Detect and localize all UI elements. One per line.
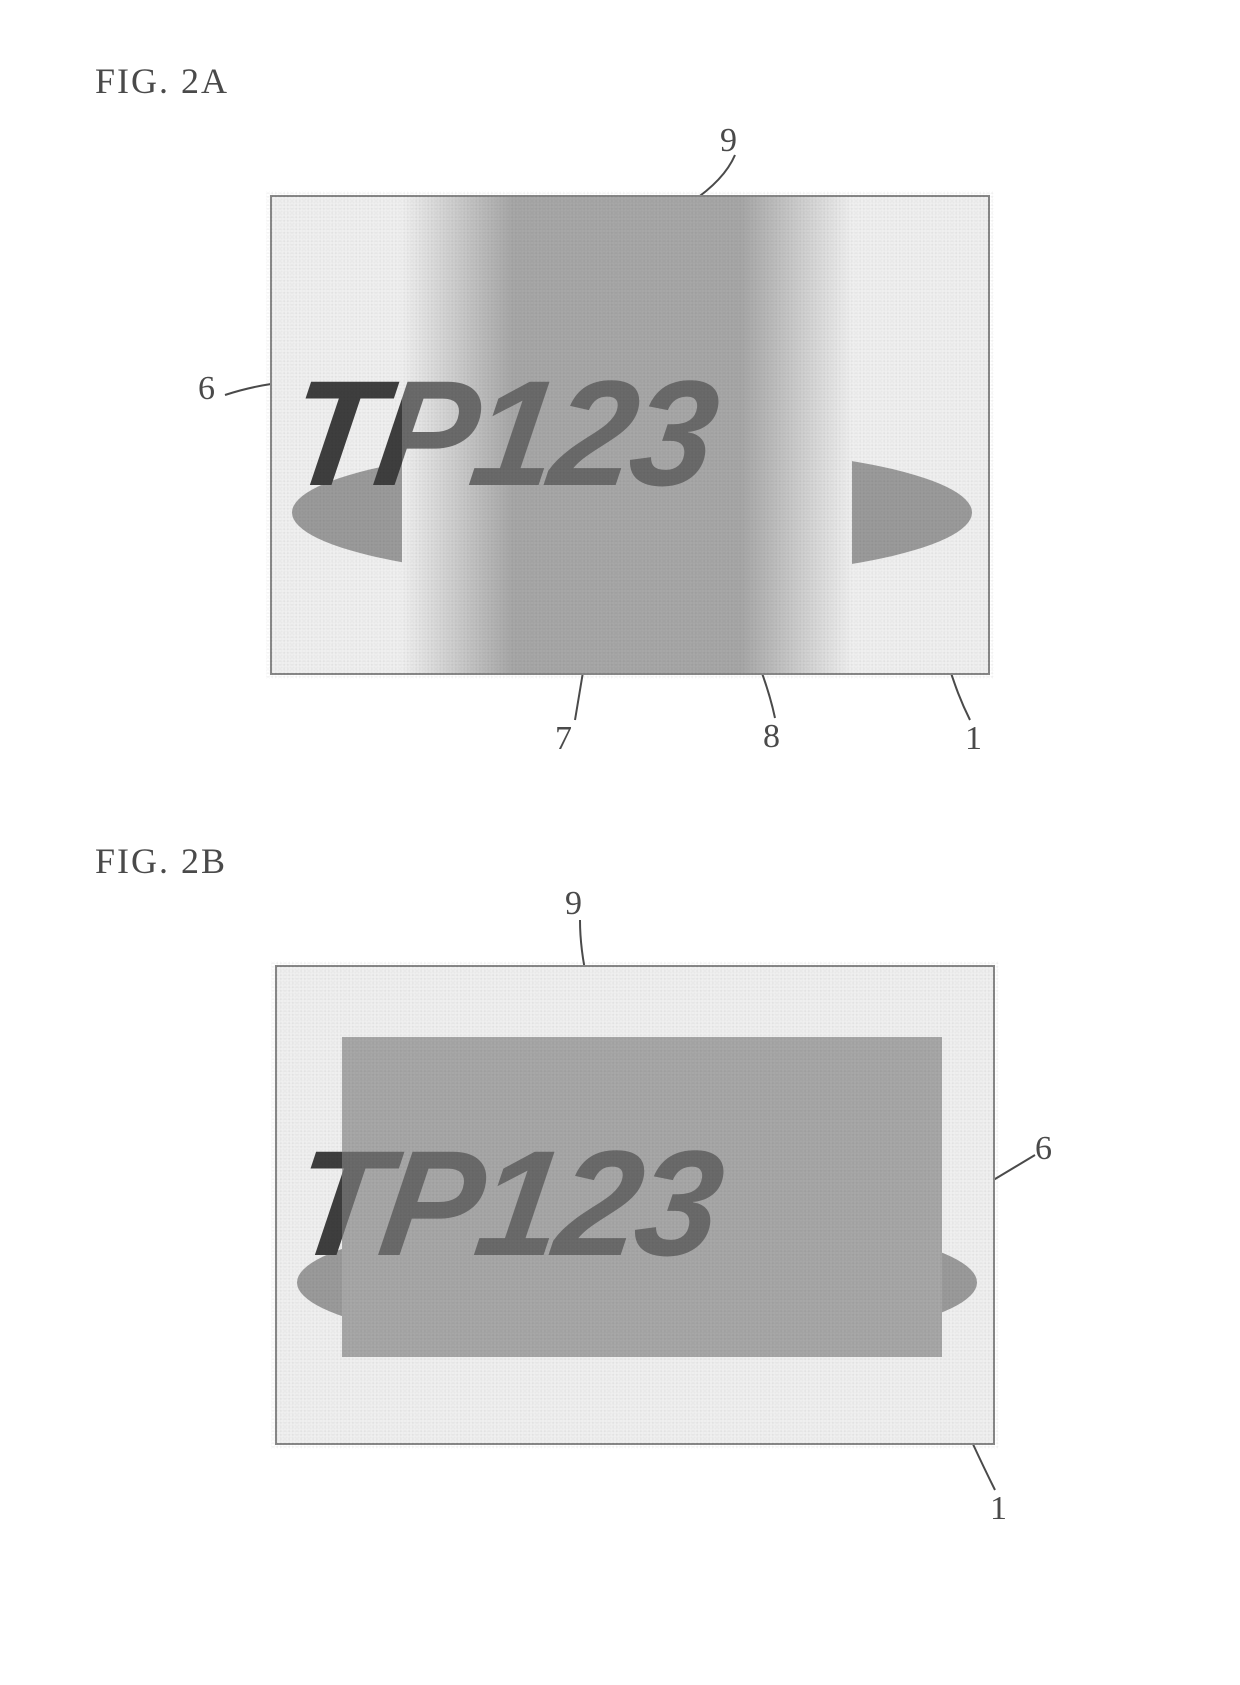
figure-b-mask-rect: TP123 (342, 1037, 942, 1357)
callout-9-b: 9 (565, 885, 582, 923)
callout-6-b: 6 (1035, 1130, 1052, 1168)
figure-b-logo-overlay: TP123 (342, 1117, 729, 1290)
figure-b-panel: TP123 TP123 (275, 965, 995, 1445)
callout-1-b: 1 (990, 1490, 1007, 1528)
